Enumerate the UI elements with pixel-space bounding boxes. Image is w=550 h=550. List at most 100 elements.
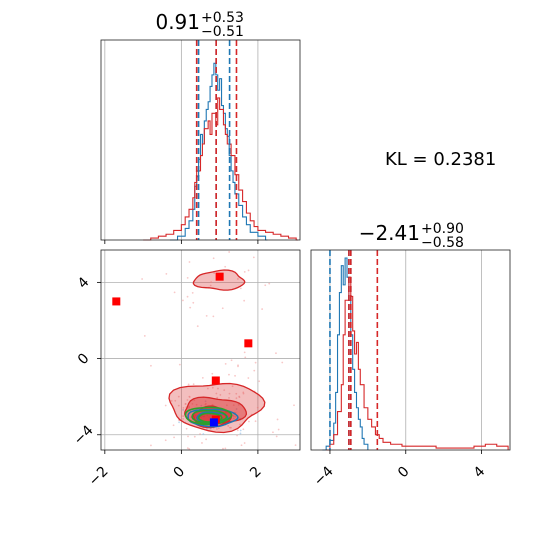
joint-scatter-point <box>186 447 189 450</box>
joint-scatter-point <box>180 415 183 417</box>
joint-scatter-point <box>150 364 152 367</box>
joint-red-marker <box>112 297 121 306</box>
joint-scatter-point <box>239 287 242 290</box>
joint-scatter-point <box>188 396 191 398</box>
joint-scatter-point <box>212 315 215 318</box>
marginal-x-histogram-series <box>143 97 299 241</box>
joint-scatter-point <box>186 276 189 279</box>
joint-scatter-point <box>211 386 214 389</box>
joint-scatter-point <box>248 420 250 423</box>
joint-scatter-point <box>254 361 257 364</box>
joint-scatter-point <box>244 356 247 359</box>
joint-scatter-point <box>211 372 214 375</box>
joint-scatter-point <box>173 291 176 294</box>
joint-scatter-point <box>187 383 190 386</box>
joint-scatter-point <box>234 415 237 418</box>
marginal-y-title-plus: +0.90 <box>421 221 464 237</box>
joint-scatter-point <box>182 408 185 411</box>
marginal-x-quantile-lines <box>195 40 238 240</box>
joint-scatter-point <box>188 405 191 408</box>
joint-red-marker <box>211 376 220 385</box>
joint-scatter-point <box>239 423 241 426</box>
joint-scatter-point <box>228 373 230 376</box>
joint-scatter-point <box>243 351 246 354</box>
marginal-x-panel: 0.91 +0.53 −0.51 <box>100 10 301 244</box>
joint-scatter-point <box>235 408 238 410</box>
joint-scatter-point <box>275 435 278 438</box>
joint-scatter-point <box>192 383 195 386</box>
joint-scatter-point <box>177 404 180 407</box>
joint-scatter-point <box>224 447 227 450</box>
joint-scatter-point <box>209 284 212 287</box>
joint-scatter-point <box>186 399 189 401</box>
joint-scatter-point <box>224 362 227 365</box>
joint-panel: −2 0 2 −4 0 4 <box>71 249 301 489</box>
joint-scatter-point <box>178 363 181 366</box>
joint-scatter-point <box>239 429 242 432</box>
joint-scatter-point <box>204 400 207 403</box>
marginal-y-title-minus: −0.58 <box>421 235 464 251</box>
joint-scatter-point <box>232 414 235 417</box>
joint-scatter-point <box>228 396 230 399</box>
joint-red-marker <box>215 272 224 281</box>
marginal-y-panel: −4 0 4 −2.41 +0.90 −0.58 <box>310 221 511 489</box>
joint-scatter-point <box>256 406 259 409</box>
marginal-y-title-median: −2.41 <box>359 221 420 245</box>
joint-scatter-point <box>191 402 194 405</box>
joint-scatter-point <box>217 427 220 430</box>
joint-scatter-point <box>193 399 196 402</box>
joint-scatter-point <box>219 394 222 396</box>
joint-scatter-point <box>216 428 218 430</box>
joint-scatter-point <box>217 387 219 390</box>
joint-scatter-point <box>232 404 235 407</box>
joint-scatter-point <box>205 438 208 441</box>
joint-scatter-point <box>188 261 191 263</box>
joint-scatter-point <box>187 435 189 438</box>
joint-scatter-point <box>232 417 235 420</box>
joint-scatter-point <box>236 429 239 432</box>
joint-scatter-point <box>150 444 152 447</box>
joint-scatter-point <box>182 299 184 302</box>
joint-x-tick-label: 2 <box>247 464 265 482</box>
joint-y-tick-label: 4 <box>75 274 93 292</box>
joint-scatter-point <box>242 428 245 431</box>
joint-scatter-point <box>192 301 195 304</box>
joint-scatter-point <box>237 364 239 367</box>
joint-scatter-point <box>258 380 261 383</box>
marginal-x-frame <box>100 39 301 241</box>
joint-scatter-point <box>164 404 167 407</box>
joint-scatter-point <box>196 325 199 328</box>
joint-scatter-point <box>224 265 227 268</box>
joint-scatter-point <box>247 269 250 272</box>
joint-scatter-point <box>141 278 144 280</box>
joint-scatter-point <box>177 395 180 398</box>
joint-scatter-point <box>204 402 207 405</box>
joint-y-tick-label: 0 <box>75 350 93 368</box>
marginal-y-histogram-series <box>322 257 369 451</box>
joint-x-tick-label: 0 <box>171 464 189 482</box>
joint-x-ticks: −2 0 2 <box>86 450 265 489</box>
joint-scatter-point <box>200 404 203 407</box>
joint-scatter-point <box>164 439 167 442</box>
joint-scatter-point <box>234 374 236 377</box>
joint-scatter-point <box>225 404 228 407</box>
joint-scatter-point <box>231 385 234 388</box>
joint-scatter-point <box>272 431 274 434</box>
joint-scatter-point <box>275 352 277 355</box>
marginal-y-quantile-lines <box>329 250 379 450</box>
joint-scatter-point <box>281 361 284 364</box>
joint-scatter-point <box>178 421 180 424</box>
joint-scatter-point <box>268 282 271 285</box>
joint-scatter-point <box>293 404 295 407</box>
joint-scatter-point <box>189 306 192 309</box>
joint-frame <box>100 249 301 451</box>
joint-scatter-point <box>237 404 240 406</box>
marginal-y-histograms <box>322 257 509 451</box>
marginal-x-title: 0.91 <box>155 10 200 34</box>
joint-scatter-point <box>261 308 264 310</box>
joint-scatter-point <box>239 432 242 435</box>
joint-scatter-point <box>186 295 189 298</box>
joint-scatter-point <box>228 392 231 395</box>
joint-scatter-point <box>238 396 241 399</box>
joint-y-ticks: −4 0 4 <box>71 274 101 448</box>
